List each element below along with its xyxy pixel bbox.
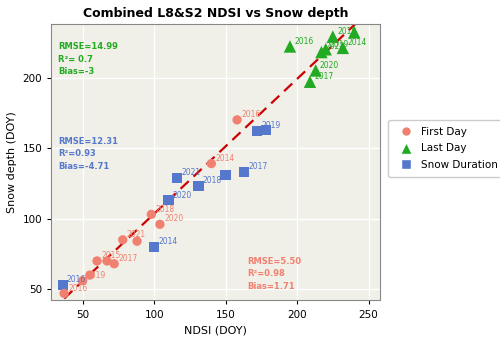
Point xyxy=(86,272,94,278)
Point xyxy=(164,198,172,203)
Text: 2014: 2014 xyxy=(347,38,366,47)
Text: 2020: 2020 xyxy=(172,190,192,199)
Point xyxy=(60,291,68,296)
Point xyxy=(133,238,141,244)
Text: 2021: 2021 xyxy=(127,230,146,239)
Text: 2016: 2016 xyxy=(241,110,260,119)
Text: 2018: 2018 xyxy=(202,176,222,185)
Point xyxy=(156,222,164,227)
Text: 2021: 2021 xyxy=(326,42,344,51)
Title: Combined L8&S2 NDSI vs Snow depth: Combined L8&S2 NDSI vs Snow depth xyxy=(83,7,348,20)
Text: 2018: 2018 xyxy=(337,27,356,36)
Legend: First Day, Last Day, Snow Duration: First Day, Last Day, Snow Duration xyxy=(388,120,500,177)
Point xyxy=(240,169,248,175)
Text: 2019: 2019 xyxy=(262,121,280,130)
Point xyxy=(93,258,101,264)
Point xyxy=(173,175,181,181)
Point xyxy=(350,30,358,35)
Point xyxy=(194,183,202,189)
Point xyxy=(150,244,158,250)
Text: RMSE=5.50
R²=0.98
Bias=1.71: RMSE=5.50 R²=0.98 Bias=1.71 xyxy=(247,257,301,291)
Point xyxy=(58,282,66,288)
Text: 2015: 2015 xyxy=(101,251,120,260)
Text: RMSE=14.99
R²= 0.7
Bias=-3: RMSE=14.99 R²= 0.7 Bias=-3 xyxy=(58,42,118,76)
Y-axis label: Snow depth (DOY): Snow depth (DOY) xyxy=(7,111,17,213)
Point xyxy=(110,261,118,266)
Text: 2016: 2016 xyxy=(68,284,87,293)
Text: 2019: 2019 xyxy=(330,40,349,49)
Point xyxy=(233,117,241,122)
Text: 2019: 2019 xyxy=(87,271,106,280)
Text: 2016: 2016 xyxy=(67,275,86,284)
Text: 2017: 2017 xyxy=(118,254,138,263)
Text: 2014: 2014 xyxy=(216,154,235,163)
Point xyxy=(339,45,347,51)
Text: RMSE=12.31
R²=0.93
Bias=-4.71: RMSE=12.31 R²=0.93 Bias=-4.71 xyxy=(58,137,118,171)
Point xyxy=(148,212,156,217)
Text: 2014: 2014 xyxy=(158,237,178,246)
Point xyxy=(78,278,86,284)
Text: 2021: 2021 xyxy=(181,168,201,177)
Point xyxy=(329,34,337,39)
Text: 2017: 2017 xyxy=(314,72,334,81)
Point xyxy=(312,68,320,73)
Text: 2020: 2020 xyxy=(320,61,339,70)
Point xyxy=(306,79,314,84)
Text: 2020: 2020 xyxy=(164,214,184,223)
X-axis label: NDSI (DOY): NDSI (DOY) xyxy=(184,325,247,335)
Point xyxy=(103,258,111,264)
Text: 2017: 2017 xyxy=(248,162,268,171)
Point xyxy=(318,49,326,55)
Point xyxy=(322,47,330,52)
Point xyxy=(208,161,216,166)
Point xyxy=(253,128,261,134)
Point xyxy=(286,44,294,49)
Text: 2018: 2018 xyxy=(156,205,174,214)
Point xyxy=(262,127,270,132)
Text: 2016: 2016 xyxy=(294,37,314,46)
Point xyxy=(222,172,230,177)
Point xyxy=(118,237,126,242)
